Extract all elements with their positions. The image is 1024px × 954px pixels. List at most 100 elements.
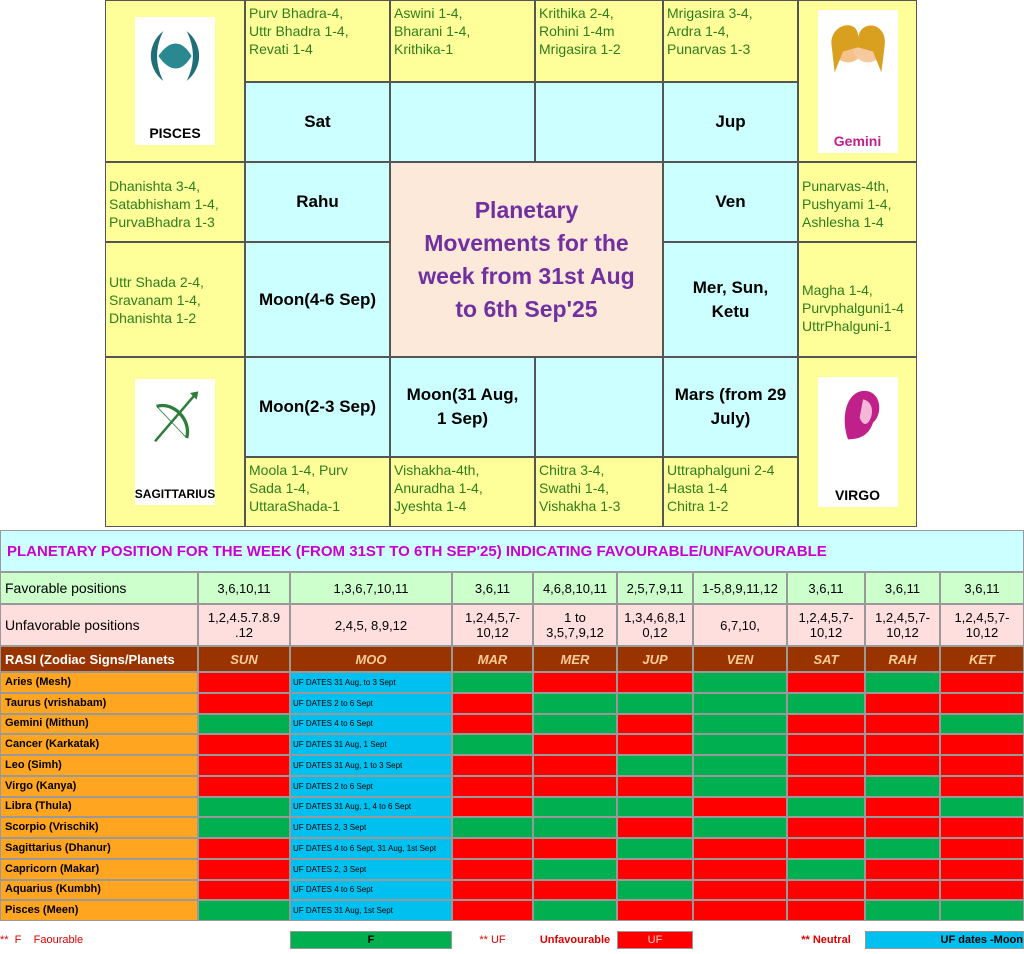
moon-dates: UF DATES 2, 3 Sept [290,817,452,838]
sign-card: SAGITTARIUS [135,379,215,505]
status-cell [787,775,865,797]
position-cell: 3,6,10,11 [198,572,290,604]
status-cell [198,692,290,714]
status-cell [533,713,617,735]
row-label: Favorable positions [0,572,198,604]
legend-swatch: F [290,931,452,949]
status-cell [940,817,1024,838]
status-cell [940,858,1024,880]
planet-cell: Jup [663,82,798,162]
header-cell: RAH [865,646,940,672]
position-cell: 1,3,6,7,10,11 [290,572,452,604]
status-cell [787,796,865,818]
sign-cell: PISCES [105,0,245,162]
sign-card: Gemini [817,9,898,153]
status-cell [617,734,693,755]
status-cell [533,755,617,776]
status-cell [452,672,533,693]
status-cell [940,775,1024,797]
planet-cell [535,357,663,457]
planet-cell [535,82,663,162]
status-cell [198,858,290,880]
pisces-icon [150,31,200,81]
status-cell [865,692,940,714]
header-cell: JUP [617,646,693,672]
status-cell [452,713,533,735]
status-cell [787,838,865,859]
status-cell [940,796,1024,818]
status-cell [533,775,617,797]
header-cell: MER [533,646,617,672]
moon-dates: UF DATES 31 Aug, 1st Sept [290,900,452,921]
sign-label: SAGITTARIUS [134,487,216,501]
nakshatra-cell: Punarvas-4th, Pushyami 1-4, Ashlesha 1-4 [798,162,917,242]
row-label: Unfavorable positions [0,604,198,646]
header-cell: MOO [290,646,452,672]
status-cell [617,817,693,838]
status-cell [865,713,940,735]
sign-label: Gemini [833,132,882,149]
status-cell [533,838,617,859]
gemini-icon [830,24,885,72]
status-cell [198,817,290,838]
status-cell [693,858,787,880]
header-cell: MAR [452,646,533,672]
status-cell [865,900,940,921]
status-cell [940,734,1024,755]
moon-dates: UF DATES 31 Aug, 1, 4 to 6 Sept [290,796,452,818]
status-cell [693,713,787,735]
sign-name: Cancer (Karkatak) [0,734,198,755]
status-cell [617,900,693,921]
nakshatra-cell: Vishakha-4th, Anuradha 1-4, Jyeshta 1-4 [390,457,535,527]
moon-dates: UF DATES 31 Aug, to 3 Sept [290,672,452,693]
status-cell [787,879,865,901]
sign-name: Libra (Thula) [0,796,198,818]
position-cell: 2,5,7,9,11 [617,572,693,604]
moon-dates: UF DATES 31 Aug, 1 Sept [290,734,452,755]
nakshatra-cell: Uttraphalguni 2-4 Hasta 1-4 Chitra 1-2 [663,457,798,527]
status-cell [533,734,617,755]
sign-name: Taurus (vrishabam) [0,692,198,714]
sign-name: Aries (Mesh) [0,672,198,693]
status-cell [865,775,940,797]
status-cell [198,796,290,818]
sign-card: PISCES [135,17,215,145]
status-cell [617,713,693,735]
planet-cell: Moon(2-3 Sep) [245,357,390,457]
position-cell: 6,7,10, [693,604,787,646]
status-cell [693,817,787,838]
position-cell: 3,6,11 [940,572,1024,604]
status-cell [617,879,693,901]
status-cell [452,796,533,818]
legend-swatch: UF dates -Moon [865,931,1024,949]
status-cell [940,755,1024,776]
position-cell: 3,6,11 [787,572,865,604]
status-cell [693,734,787,755]
status-cell [533,817,617,838]
nakshatra-cell: Krithika 2-4, Rohini 1-4m Mrigasira 1-2 [535,0,663,82]
position-cell: 1,3,4,6,8,1 0,12 [617,604,693,646]
sign-card: VIRGO [817,377,898,507]
sagittarius-icon [154,391,199,443]
status-cell [787,755,865,776]
nakshatra-cell: Magha 1-4, Purvphalguni1-4 UttrPhalguni-… [798,242,917,357]
status-cell [452,692,533,714]
status-cell [865,838,940,859]
status-cell [452,900,533,921]
sign-name: Scorpio (Vrischik) [0,817,198,838]
planet-cell [390,82,535,162]
status-cell [940,713,1024,735]
nakshatra-cell: Dhanishta 3-4, Satabhisham 1-4, PurvaBha… [105,162,245,242]
status-cell [533,879,617,901]
status-cell [617,672,693,693]
status-cell [693,755,787,776]
status-cell [940,838,1024,859]
status-cell [865,734,940,755]
status-cell [617,692,693,714]
status-cell [198,775,290,797]
status-cell [533,796,617,818]
status-cell [940,879,1024,901]
legend-note: ** Neutral [801,933,851,946]
status-cell [693,838,787,859]
